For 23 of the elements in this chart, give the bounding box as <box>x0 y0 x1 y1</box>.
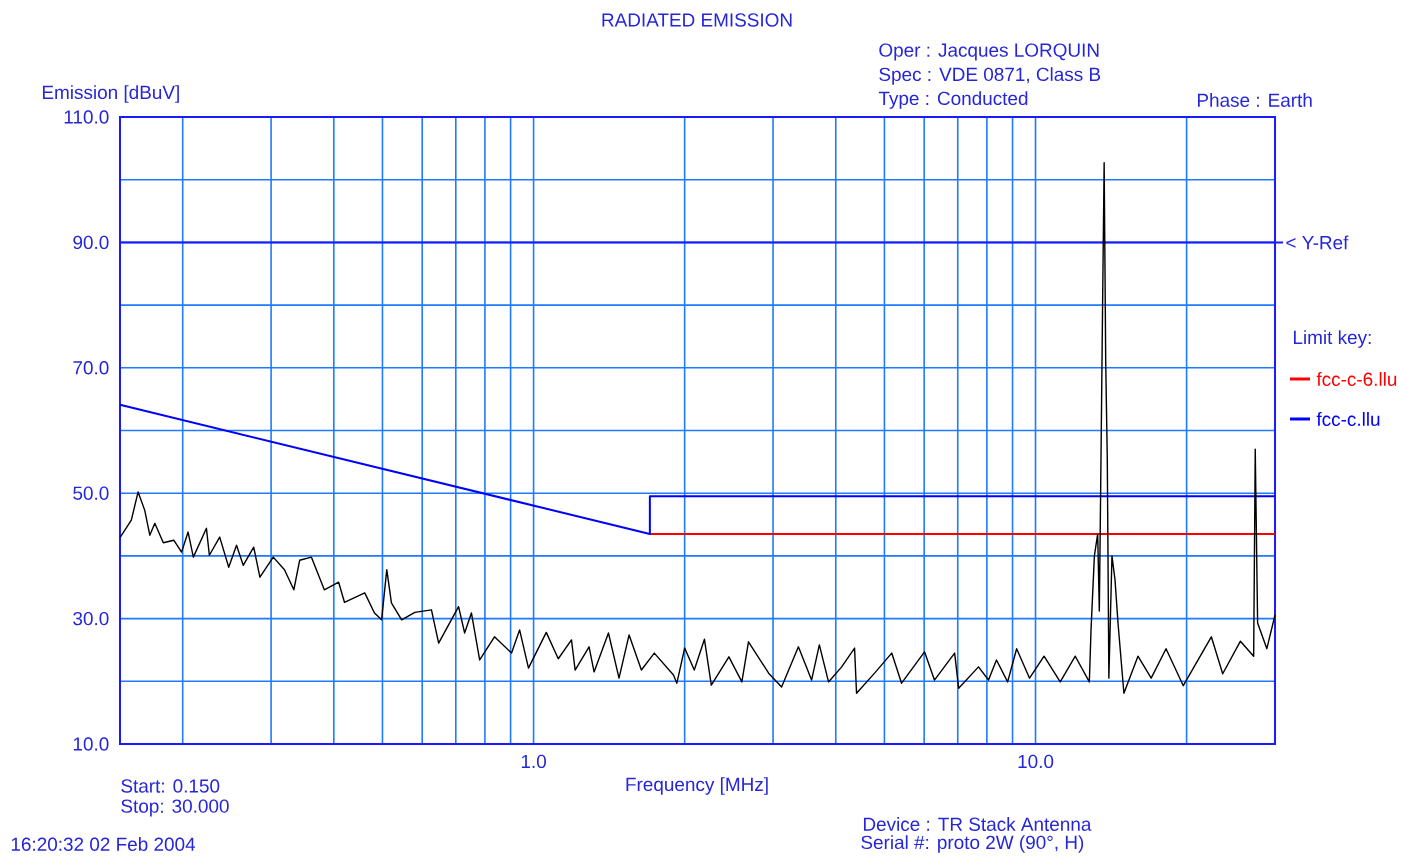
text: Start: 0.150 <box>121 779 220 793</box>
text: Device : TR Stack Antenna <box>863 817 1092 831</box>
text: Stop: 30.000 <box>121 799 229 817</box>
y-tick-label: 90.0 <box>73 235 109 250</box>
y-tick-label: 110.0 <box>64 110 109 124</box>
legend-label: fcc-c-6.llu <box>1316 372 1397 386</box>
text: Spec : VDE 0871, Class B <box>879 67 1101 85</box>
text: Oper : Jacques LORQUIN <box>879 43 1099 61</box>
chart-title: RADIATED EMISSION <box>602 13 792 27</box>
x-axis-title: Frequency [MHz] <box>626 777 768 795</box>
y-tick-label: 70.0 <box>73 361 109 375</box>
legend-title: Limit key: <box>1293 330 1371 348</box>
ref-line-label: < Y-Ref <box>1286 235 1349 250</box>
y-axis-title: Emission [dBuV] <box>42 85 179 103</box>
y-tick-label: 50.0 <box>73 486 109 500</box>
text: Type : Conducted <box>878 91 1028 109</box>
x-tick-label: 1.0 <box>521 754 546 769</box>
text: 16:20:32 02 Feb 2004 <box>11 837 196 851</box>
text: Phase : Earth <box>1197 93 1312 107</box>
text: Serial #: proto 2W (90°, H) <box>861 835 1084 853</box>
legend-label: fcc-c.llu <box>1316 412 1380 426</box>
y-tick-label: 10.0 <box>73 737 109 751</box>
y-tick-label: 30.0 <box>73 611 109 626</box>
